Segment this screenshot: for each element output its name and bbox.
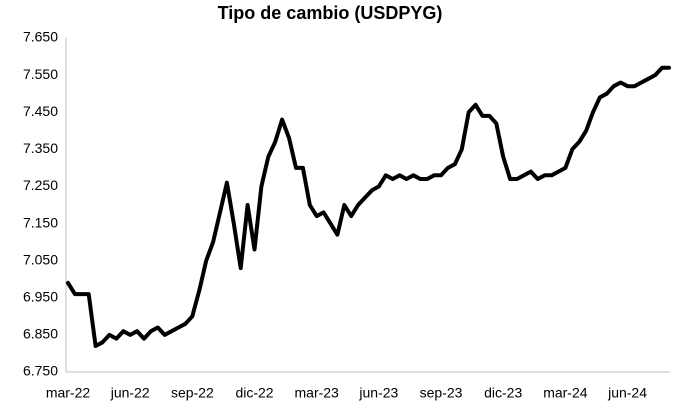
x-tick-label: dic-22 bbox=[235, 385, 273, 401]
x-tick-label: sep-22 bbox=[171, 385, 214, 401]
x-tick-label: mar-24 bbox=[543, 385, 588, 401]
x-tick-label: sep-23 bbox=[420, 385, 463, 401]
chart-title: Tipo de cambio (USDPYG) bbox=[218, 3, 443, 23]
line bbox=[66, 65, 671, 348]
y-tick-label: 7.050 bbox=[23, 251, 58, 267]
y-tick-label: 6.850 bbox=[23, 326, 58, 342]
y-tick-label: 7.150 bbox=[23, 214, 58, 230]
x-tick-label: jun-24 bbox=[607, 385, 647, 401]
x-tick-label: mar-22 bbox=[46, 385, 91, 401]
x-tick-label: jun-23 bbox=[358, 385, 398, 401]
y-tick-label: 6.750 bbox=[23, 363, 58, 379]
y-tick-label: 7.350 bbox=[23, 140, 58, 156]
y-tick-label: 7.650 bbox=[23, 29, 58, 45]
x-tick-label: dic-23 bbox=[484, 385, 522, 401]
y-tick-label: 7.250 bbox=[23, 177, 58, 193]
y-tick-label: 7.550 bbox=[23, 66, 58, 82]
x-tick-label: jun-22 bbox=[110, 385, 150, 401]
y-tick-label: 7.450 bbox=[23, 103, 58, 119]
y-tick-label: 6.950 bbox=[23, 288, 58, 304]
x-tick-label: mar-23 bbox=[295, 385, 340, 401]
